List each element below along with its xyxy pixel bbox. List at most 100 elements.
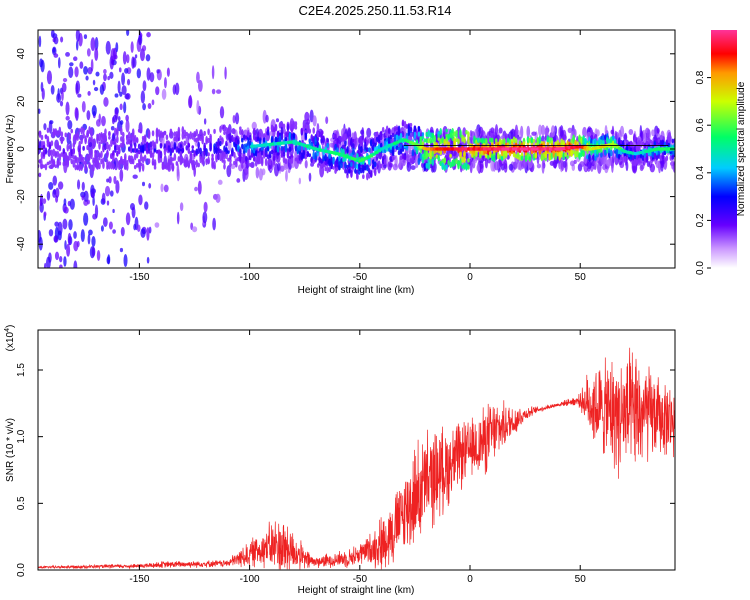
spectrogram-cell xyxy=(44,163,48,171)
spectrogram-speckle xyxy=(646,129,651,140)
spectrogram-cell xyxy=(82,132,85,139)
spectrogram-speckle xyxy=(567,127,573,134)
spectrogram-cell xyxy=(266,154,270,160)
spectrogram-cell xyxy=(68,144,72,150)
spectrogram-speckle xyxy=(216,89,222,94)
spectrogram-cell xyxy=(127,146,131,152)
spectrogram-cell xyxy=(290,157,294,165)
spectrogram-cell xyxy=(403,155,407,160)
spectrogram-cell xyxy=(358,143,361,150)
spectrogram-cell xyxy=(272,155,276,161)
spectrogram-cell xyxy=(64,151,68,160)
spectrogram-cell xyxy=(248,155,252,161)
spectrogram-speckle xyxy=(57,230,62,241)
spectrogram-cell xyxy=(96,159,99,166)
spectrogram-cell xyxy=(129,140,133,145)
spectrogram-speckle xyxy=(46,256,51,268)
spectrogram-cell xyxy=(641,141,645,147)
spectrogram-cell xyxy=(459,129,462,138)
spectrogram-cell xyxy=(671,149,675,155)
spectrogram-cell xyxy=(582,151,585,157)
spectrogram-cell xyxy=(201,133,204,142)
spectrogram-heat-layer xyxy=(38,30,675,268)
spectrogram-cell xyxy=(461,156,464,163)
spectrogram-speckle xyxy=(103,73,107,82)
spectrogram-cell xyxy=(209,133,212,140)
spectrogram-cell xyxy=(183,134,187,139)
spectrogram-speckle xyxy=(101,115,106,127)
spectrogram-cell xyxy=(578,152,581,160)
spectrogram-cell xyxy=(550,152,554,160)
spectrogram-speckle xyxy=(141,181,146,187)
spectrogram-speckle xyxy=(243,166,249,180)
spectrogram-cell xyxy=(387,137,391,142)
spectrogram-speckle xyxy=(57,181,64,190)
spectrogram-cell xyxy=(122,131,125,139)
spectrogram-speckle xyxy=(87,233,91,245)
spectrogram-speckle xyxy=(217,179,223,185)
spectrogram-cell xyxy=(342,156,345,163)
spectrogram-cell xyxy=(562,152,565,161)
spectrogram-cell xyxy=(360,140,363,149)
spectrogram-cell xyxy=(324,167,327,172)
spectrogram-cell xyxy=(350,161,353,167)
spectrogram-cell xyxy=(649,155,653,160)
spectrogram-cell xyxy=(106,165,109,170)
spectrogram-speckle xyxy=(612,149,615,164)
spectrogram-cell xyxy=(223,145,226,153)
spectrogram-cell xyxy=(369,138,373,147)
spectrogram-cell xyxy=(278,122,282,129)
spectrogram-speckle xyxy=(81,181,85,191)
spectrogram-cell xyxy=(185,145,189,151)
spectrogram-cell xyxy=(366,140,369,145)
spectrogram-speckle xyxy=(610,129,614,135)
spectrogram-speckle xyxy=(102,217,108,227)
spectrogram-cell xyxy=(252,132,256,141)
spectrogram-cell xyxy=(481,138,484,145)
spectrogram-speckle xyxy=(121,72,126,86)
spectrogram-speckle xyxy=(469,159,473,174)
spectrogram-cell xyxy=(58,145,62,150)
spectrogram-cell xyxy=(133,134,137,143)
spectrogram-cell xyxy=(40,163,44,169)
snr-x-tick-label: -100 xyxy=(240,574,260,585)
spectrogram-speckle xyxy=(473,158,478,164)
spectrogram-cell xyxy=(145,141,149,149)
spectrogram-cell xyxy=(177,155,181,163)
spectrogram-cell xyxy=(570,138,573,144)
snr-scale-prefix: (x10 xyxy=(5,331,16,351)
spectrogram-speckle xyxy=(119,168,124,182)
figure-title: C2E4.2025.250.11.53.R14 xyxy=(299,3,452,18)
spectrogram-cell xyxy=(334,143,337,151)
spectrogram-cell xyxy=(367,172,371,179)
spectrogram-x-label: Height of straight line (km) xyxy=(298,285,415,296)
spectrogram-speckle xyxy=(80,229,85,242)
spectrogram-cell xyxy=(570,149,573,157)
spectrogram-cell xyxy=(82,145,85,151)
spectrogram-x-tick-label: 0 xyxy=(467,272,473,283)
spectrogram-cell xyxy=(633,161,637,166)
snr-x-tick-label: -50 xyxy=(353,574,368,585)
spectrogram-speckle xyxy=(38,172,42,178)
spectrogram-cell xyxy=(631,155,635,161)
spectrogram-cell xyxy=(62,161,66,167)
spectrogram-x-tick-label: 50 xyxy=(575,272,587,283)
spectrogram-cell xyxy=(70,149,74,157)
spectrogram-cell xyxy=(417,126,421,132)
spectrogram-cell xyxy=(52,128,56,134)
spectrogram-cell xyxy=(572,150,575,154)
spectrogram-cell xyxy=(149,152,153,159)
spectrogram-cell xyxy=(90,151,93,160)
spectrogram-speckle xyxy=(39,58,44,68)
spectrogram-cell xyxy=(395,145,399,151)
spectrogram-cell xyxy=(316,131,320,138)
spectrogram-speckle xyxy=(125,92,131,100)
spectrogram-cell xyxy=(241,143,244,150)
spectrogram-cell xyxy=(46,127,50,134)
spectrogram-cell xyxy=(542,153,546,160)
spectrogram-cell xyxy=(381,126,385,133)
spectrogram-cell xyxy=(399,155,403,161)
spectrogram-cell xyxy=(74,134,77,141)
spectrogram-cell xyxy=(608,148,611,154)
spectrogram-cell xyxy=(566,141,569,148)
